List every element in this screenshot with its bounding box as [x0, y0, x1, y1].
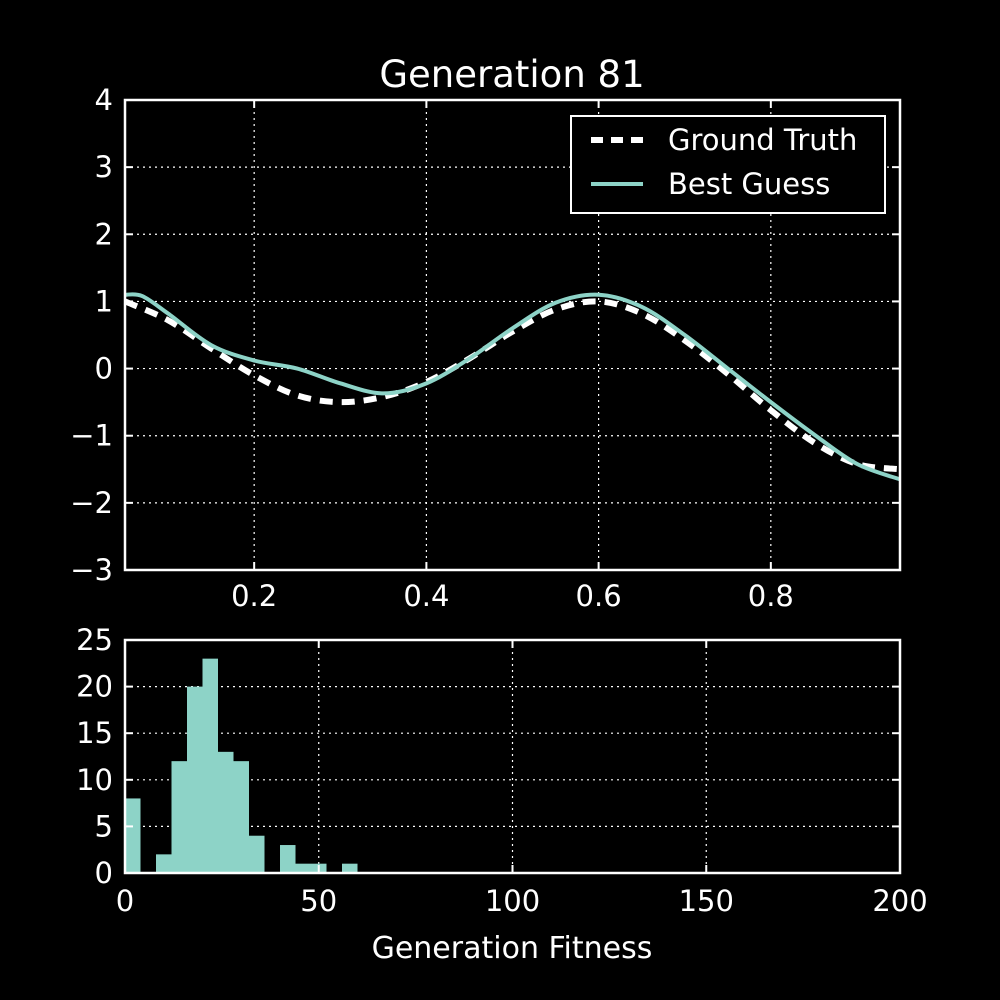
line-chart-frame: [123, 98, 902, 572]
series-line-ground-truth: [123, 298, 901, 473]
histogram-bar: [280, 845, 296, 873]
y-tick-label: 15: [76, 716, 113, 750]
legend-label-best-guess: Best Guess: [668, 167, 830, 201]
histogram-bar: [233, 761, 249, 873]
series-line-best-guess: [124, 292, 901, 482]
x-tick-label: 0.8: [748, 579, 794, 613]
x-tick-label: 150: [679, 884, 734, 918]
histogram-bar: [218, 751, 234, 873]
histogram-bar: [125, 798, 141, 873]
y-tick-label: 20: [76, 670, 113, 704]
y-tick-label: 25: [76, 623, 113, 657]
y-tick-label: 0: [95, 352, 113, 386]
x-tick-label: 100: [485, 884, 540, 918]
histogram-bar: [156, 854, 172, 873]
legend-label-ground-truth: Ground Truth: [668, 123, 857, 157]
histogram-bar: [187, 686, 203, 873]
histogram-bar: [342, 863, 358, 873]
histogram-bar: [295, 863, 311, 873]
y-tick-label: −3: [70, 553, 113, 587]
legend-box: [570, 115, 886, 214]
x-tick-label: 0.2: [231, 579, 277, 613]
line-chart-ticks: 0.2 0.4 0.6 0.8 −3 −2 −1 0 1 2 3 4: [70, 83, 900, 613]
y-tick-label: −1: [70, 419, 113, 453]
x-tick-label: 0.4: [403, 579, 449, 613]
y-tick-label: 10: [76, 763, 113, 797]
legend: Ground Truth Best Guess: [570, 115, 886, 214]
y-tick-label: 3: [95, 150, 113, 184]
y-tick-label: 0: [95, 856, 113, 890]
y-tick-label: 5: [95, 809, 113, 843]
histogram-bar: [202, 658, 218, 873]
y-tick-label: 2: [95, 217, 113, 251]
x-tick-label: 0.6: [576, 579, 622, 613]
histogram-ticks: 0 50 100 150 200 0 5 10 15 20 25: [76, 623, 928, 918]
line-chart: Generation 81 0.2 0.4 0.6 0.8 −3 −2 −1 0 1 2 3 4 Gr…: [70, 53, 902, 613]
x-tick-label: 50: [300, 884, 337, 918]
histogram-bar: [249, 835, 265, 873]
y-tick-label: −2: [70, 486, 113, 520]
histogram-bars: [125, 658, 358, 873]
y-tick-label: 4: [95, 83, 113, 117]
histogram-bar: [171, 761, 187, 873]
line-chart-series: [123, 292, 901, 482]
y-tick-label: 1: [95, 284, 113, 318]
chart-title: Generation 81: [379, 53, 644, 96]
x-tick-label: 200: [872, 884, 927, 918]
histogram-chart: 0 50 100 150 200 0 5 10 15 20 25 Generation Fitnes…: [76, 623, 928, 966]
histogram-x-axis-label: Generation Fitness: [372, 931, 653, 966]
x-tick-label: 0: [116, 884, 134, 918]
